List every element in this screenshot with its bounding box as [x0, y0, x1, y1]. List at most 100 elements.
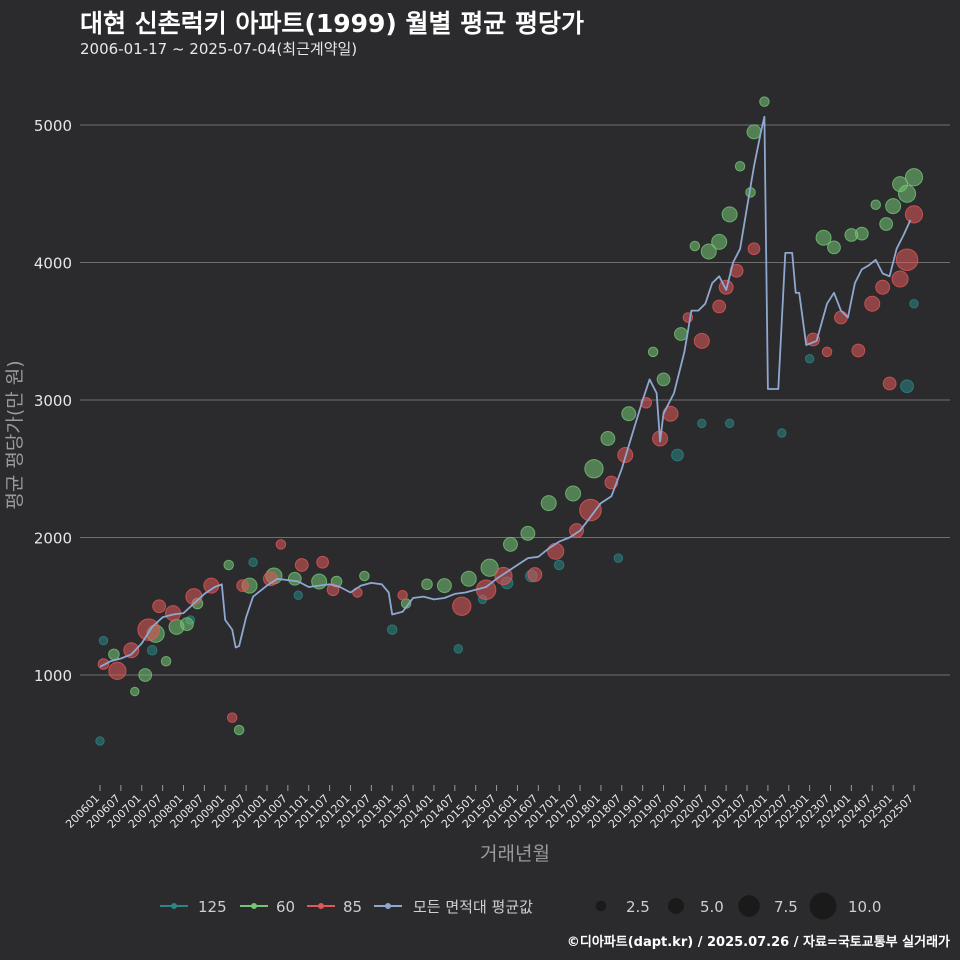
average-line-layer [99, 115, 912, 668]
data-point [656, 372, 671, 387]
legend-swatch-dot [385, 903, 391, 909]
y-tick-label: 2000 [34, 530, 72, 548]
data-point [834, 310, 848, 325]
legend-swatch-dot [318, 903, 324, 909]
data-point [397, 590, 408, 601]
data-point [804, 354, 815, 364]
data-point [436, 578, 452, 594]
data-point [897, 184, 917, 203]
data-point [879, 217, 894, 231]
data-point [697, 418, 707, 429]
data-point [223, 559, 234, 571]
data-point [854, 226, 869, 241]
chart-subtitle: 2006-01-17 ~ 2025-07-04(최근계약일) [80, 40, 358, 58]
data-points [95, 96, 924, 746]
size-legend-circle [738, 895, 760, 917]
average-line [99, 115, 912, 668]
data-point [700, 243, 717, 260]
data-point [909, 299, 919, 309]
data-point [293, 590, 303, 600]
data-point [724, 418, 735, 429]
data-point [759, 96, 770, 107]
data-point [600, 431, 616, 446]
legend: 125 60 85 모든 면적대 평균값 2.5 5.0 7.5 10.0 [160, 892, 881, 920]
data-point [275, 539, 287, 550]
data-point [671, 448, 684, 462]
legend-label-s85: 85 [343, 898, 362, 916]
data-point [130, 686, 140, 697]
data-point [569, 523, 585, 539]
data-point [98, 635, 109, 646]
size-legend-circle [809, 892, 837, 920]
x-axis-title: 거래년월 [480, 843, 550, 865]
size-legend-circle [595, 900, 607, 912]
data-point [895, 248, 919, 272]
data-point [891, 270, 909, 288]
data-point [904, 205, 924, 224]
y-tick-label: 5000 [34, 117, 72, 135]
grid-layer [80, 124, 950, 676]
data-point [693, 332, 710, 349]
x-axis: 2006012006072007012007072008012008072009… [63, 785, 916, 831]
data-point [777, 428, 787, 438]
data-point [882, 376, 897, 391]
data-point [565, 485, 582, 502]
legend-swatch-dot [251, 903, 257, 909]
data-point [138, 668, 153, 682]
data-point [875, 279, 891, 295]
data-point [108, 648, 120, 661]
data-point [152, 599, 167, 614]
data-point [540, 495, 557, 512]
data-point [503, 536, 518, 552]
size-legend-circle [668, 898, 684, 914]
data-point [647, 346, 659, 358]
data-point [527, 567, 543, 583]
data-point [359, 570, 370, 582]
data-point [851, 343, 866, 358]
legend-label-avg: 모든 면적대 평균값 [413, 898, 533, 916]
data-point [520, 525, 536, 541]
data-point [226, 712, 238, 723]
data-point [453, 644, 463, 654]
chart-title: 대현 신촌럭키 아파트(1999) 월별 평균 평당가 [80, 9, 584, 38]
legend-label-s125: 125 [198, 898, 227, 916]
data-point [721, 206, 738, 223]
data-point [480, 558, 499, 577]
data-point [689, 240, 701, 252]
data-point [460, 570, 477, 587]
size-legend-label: 5.0 [700, 898, 724, 916]
data-point [613, 553, 624, 563]
data-point [421, 578, 433, 591]
legend-label-s60: 60 [276, 898, 295, 916]
data-point [870, 199, 881, 210]
data-point [711, 233, 728, 250]
data-point [108, 661, 127, 680]
data-point [316, 555, 329, 569]
y-axis-title: 평균 평당가(만 원) [4, 360, 26, 509]
data-point [180, 617, 194, 632]
size-legend-label: 2.5 [626, 898, 650, 916]
data-point [386, 624, 398, 635]
source-credit: ©디아파트(dapt.kr) / 2025.07.26 / 자료=국토교통부 실… [566, 935, 950, 950]
y-tick-label: 4000 [34, 255, 72, 273]
size-legend-label: 7.5 [774, 898, 798, 916]
data-point [746, 124, 762, 140]
data-point [900, 379, 914, 394]
data-point [233, 724, 245, 736]
data-point [95, 736, 105, 746]
legend-swatch-dot [171, 903, 177, 909]
data-point [146, 645, 158, 656]
data-point [160, 656, 172, 667]
data-point [236, 579, 249, 592]
y-tick-label: 1000 [34, 667, 72, 685]
data-point [123, 642, 140, 659]
y-tick-label: 3000 [34, 392, 72, 410]
data-point [248, 557, 258, 567]
data-point [287, 571, 302, 586]
data-point [621, 406, 637, 422]
data-point [815, 229, 832, 246]
data-point [734, 161, 746, 172]
data-point [674, 327, 688, 341]
data-point [579, 498, 602, 522]
